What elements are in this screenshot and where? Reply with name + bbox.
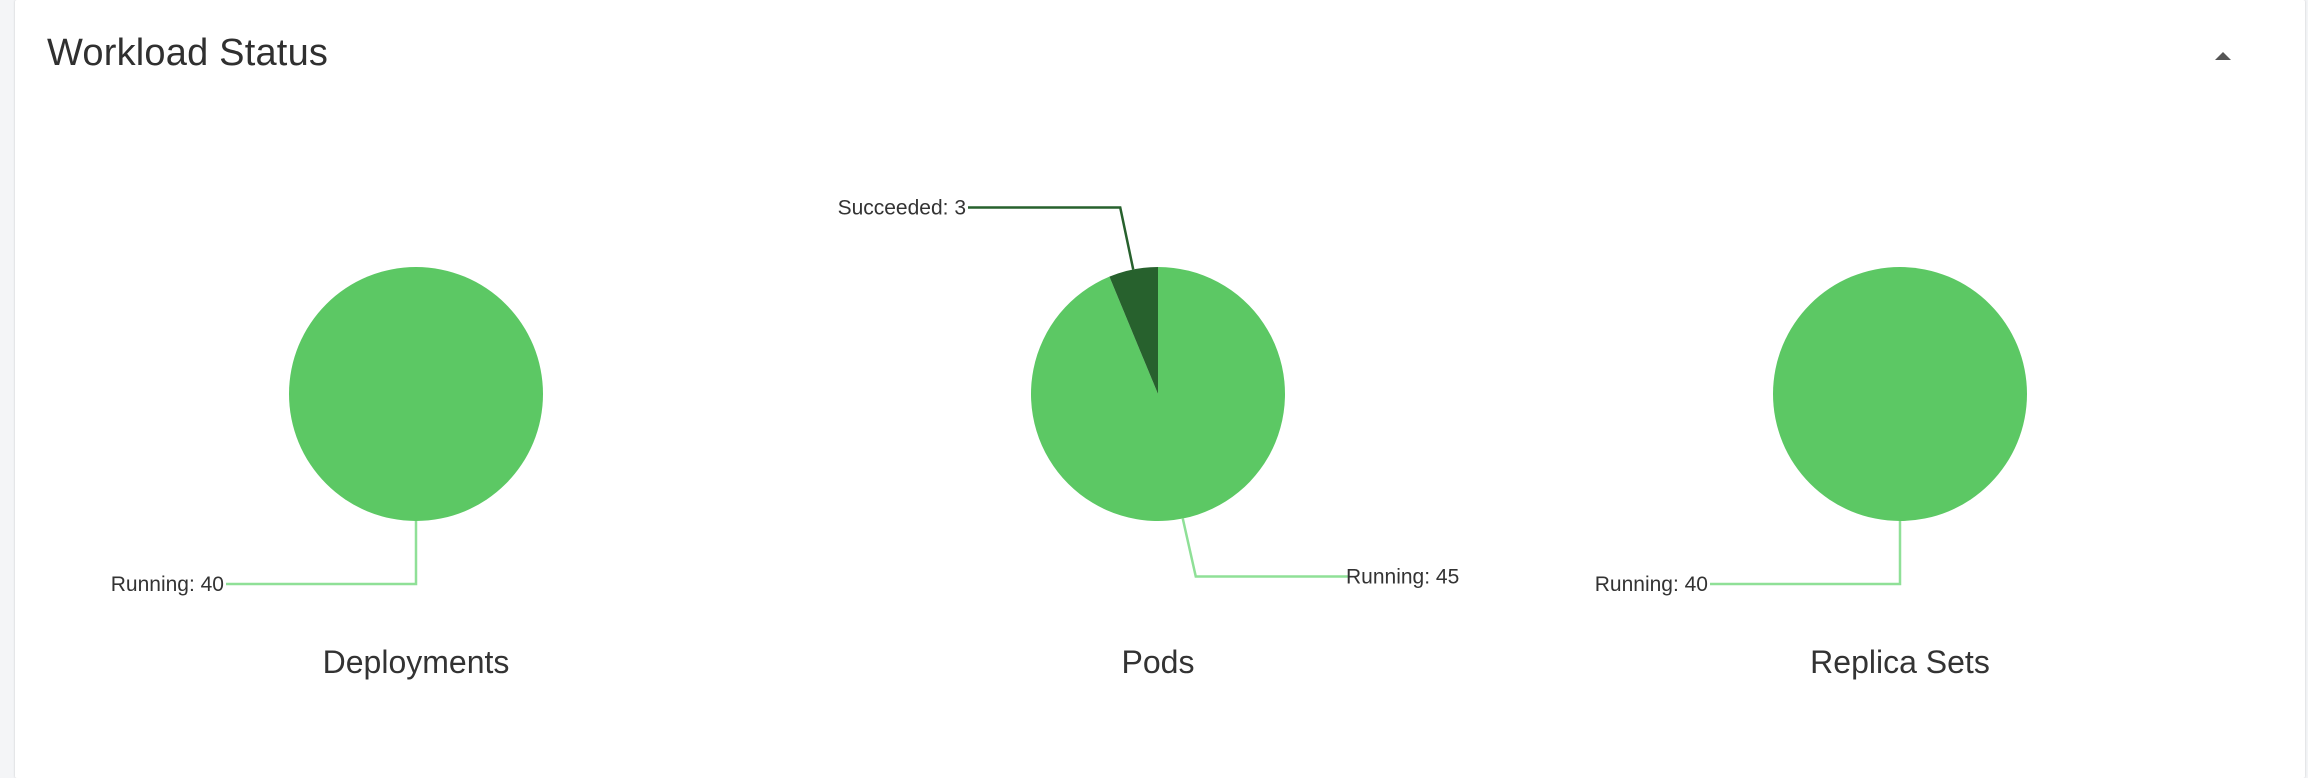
chart-caption-replica-sets: Replica Sets — [1810, 644, 1990, 680]
pie-chart-pods: Running: 45 Succeeded: 3 Pods — [838, 196, 1460, 680]
caret-up-icon — [2215, 52, 2231, 60]
card-title: Workload Status — [47, 32, 329, 74]
chart-caption-deployments: Deployments — [323, 644, 510, 680]
pie-slice-deployments-running[interactable] — [289, 267, 543, 521]
slice-label-deployments-running: Running: 40 — [111, 573, 224, 596]
leader-line-deployments-running — [226, 521, 418, 586]
slice-label-replica-sets-running: Running: 40 — [1595, 573, 1708, 596]
pie-chart-deployments: Running: 40 Deployments — [111, 267, 543, 680]
pie-chart-replica-sets: Running: 40 Replica Sets — [1595, 267, 2027, 680]
collapse-button[interactable] — [2201, 40, 2245, 72]
leader-line-replica-sets-running — [1710, 521, 1902, 586]
chart-caption-pods: Pods — [1122, 644, 1195, 680]
slice-label-pods-succeeded: Succeeded: 3 — [838, 196, 966, 219]
card-header: Workload Status — [15, 0, 2305, 112]
leader-line-pods-running — [1181, 518, 1348, 578]
leader-line-pods-succeeded — [968, 206, 1135, 270]
pie-slice-replica-sets-running[interactable] — [1773, 267, 2027, 521]
slice-label-pods-running: Running: 45 — [1346, 566, 1459, 589]
pie-slice-pods-succeeded[interactable] — [1109, 267, 1158, 394]
